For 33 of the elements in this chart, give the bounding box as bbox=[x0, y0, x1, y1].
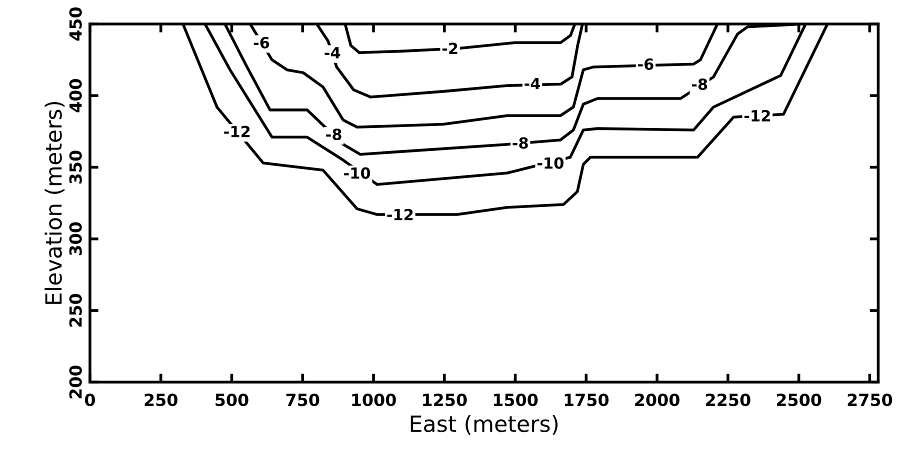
y-tick-label: 450 bbox=[69, 7, 82, 41]
x-tick-label: 500 bbox=[216, 394, 248, 406]
annotation: -8 bbox=[326, 128, 342, 140]
y-tick-label: 350 bbox=[69, 150, 82, 184]
x-tick-label: 1000 bbox=[352, 394, 396, 406]
y-axis-title: Elevation (meters) bbox=[44, 102, 64, 304]
y-tick-label: 200 bbox=[69, 366, 82, 398]
y-tick-label: 250 bbox=[69, 294, 82, 327]
annotation: -6 bbox=[638, 58, 654, 70]
annotation: -12 bbox=[224, 126, 250, 138]
y-tick-label: 300 bbox=[69, 222, 82, 256]
x-tick-label: 1250 bbox=[423, 394, 467, 406]
y-tick-label: 400 bbox=[69, 79, 82, 112]
x-tick-label: 2000 bbox=[635, 394, 680, 406]
annotation: -4 bbox=[324, 47, 340, 58]
x-tick-label: 2500 bbox=[776, 394, 822, 406]
x-tick-label: 1750 bbox=[564, 394, 609, 406]
x-tick-label: 0 bbox=[84, 394, 95, 406]
x-tick-label: 2250 bbox=[706, 394, 750, 406]
annotation: -8 bbox=[692, 78, 708, 90]
x-tick-label: 1500 bbox=[494, 394, 538, 406]
annotation: -4 bbox=[524, 78, 540, 90]
annotation: -2 bbox=[442, 42, 458, 54]
x-tick-label: 250 bbox=[144, 394, 178, 406]
annotation: -12 bbox=[744, 110, 770, 122]
annotation: -10 bbox=[537, 157, 564, 169]
x-axis-title: East (meters) bbox=[410, 414, 558, 435]
annotation: -10 bbox=[344, 167, 370, 179]
annotation: -8 bbox=[512, 137, 528, 149]
x-tick-label: 2750 bbox=[848, 394, 892, 406]
annotation: -6 bbox=[254, 36, 270, 48]
annotation: -12 bbox=[387, 208, 413, 220]
x-tick-label: 750 bbox=[286, 394, 320, 406]
